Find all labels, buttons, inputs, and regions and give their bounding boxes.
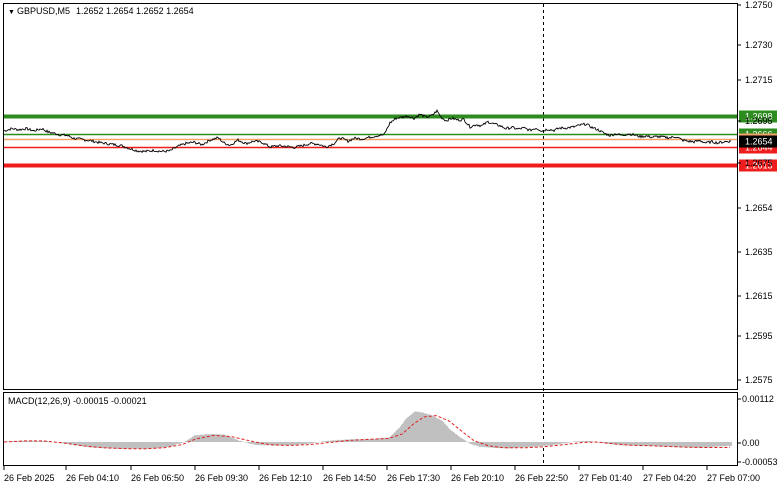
price-axis: 1.2750 1.2730 1.2715 1.2695 1.2675 1.2654 1.26… xyxy=(737,0,773,385)
price-tick-label: 1.2595 xyxy=(745,331,773,341)
time-tick-label: 26 Feb 06:50 xyxy=(131,473,184,483)
current-price-label: 1.2654 xyxy=(745,137,773,147)
time-tick-label: 27 Feb 01:40 xyxy=(579,473,632,483)
chart-symbol: GBPUSD,M5 xyxy=(17,6,70,16)
price-tick-label: 1.2675 xyxy=(745,158,773,168)
main-pane-frame xyxy=(3,3,738,390)
price-series xyxy=(3,108,732,154)
macd-axis: 0.00112 0.00 -0.00053 xyxy=(737,394,778,467)
price-tick-label: 1.2730 xyxy=(745,40,773,50)
chart-header-arrow: ▼ xyxy=(8,9,15,16)
price-tick-label: 1.2654 xyxy=(745,203,773,213)
price-tick-label: 1.2575 xyxy=(745,375,773,385)
chart-quote: 1.2652 1.2654 1.2652 1.2654 xyxy=(76,6,194,16)
time-tick-label: 26 Feb 2025 xyxy=(4,473,55,483)
price-tick-label: 1.2750 xyxy=(745,0,773,10)
level-price-label: 1.2613 xyxy=(745,161,773,171)
time-tick-label: 27 Feb 04:20 xyxy=(643,473,696,483)
macd-label: MACD(12,26,9) -0.00015 -0.00021 xyxy=(8,396,147,406)
macd-pane-frame xyxy=(3,392,738,466)
macd-signal-line xyxy=(3,415,730,450)
price-tick-label: 1.2695 xyxy=(745,116,773,126)
level-price-tag xyxy=(739,110,777,123)
price-line xyxy=(3,108,732,154)
time-tick-label: 26 Feb 22:50 xyxy=(515,473,568,483)
macd-tick-label: 0.00 xyxy=(742,438,760,448)
macd-tick-label: -0.00053 xyxy=(742,457,778,467)
price-tick-label: 1.2615 xyxy=(745,291,773,301)
time-tick-label: 26 Feb 04:10 xyxy=(66,473,119,483)
time-tick-label: 26 Feb 12:10 xyxy=(259,473,312,483)
time-tick-label: 26 Feb 20:10 xyxy=(451,473,504,483)
time-tick-label: 26 Feb 09:30 xyxy=(195,473,248,483)
time-axis: 26 Feb 2025 26 Feb 04:10 26 Feb 06:50 26 Fe… xyxy=(3,466,760,483)
macd-tick-label: 0.00112 xyxy=(742,394,774,404)
current-price-tag xyxy=(739,135,777,148)
level-price-tag xyxy=(739,159,777,172)
time-tick-label: 26 Feb 14:50 xyxy=(323,473,376,483)
level-price-label: 1.2698 xyxy=(745,112,773,122)
price-tick-label: 1.2715 xyxy=(745,75,773,85)
time-tick-label: 27 Feb 07:00 xyxy=(707,473,760,483)
price-tick-label: 1.2635 xyxy=(745,247,773,257)
macd-layer xyxy=(3,411,732,450)
time-tick-label: 26 Feb 17:30 xyxy=(387,473,440,483)
